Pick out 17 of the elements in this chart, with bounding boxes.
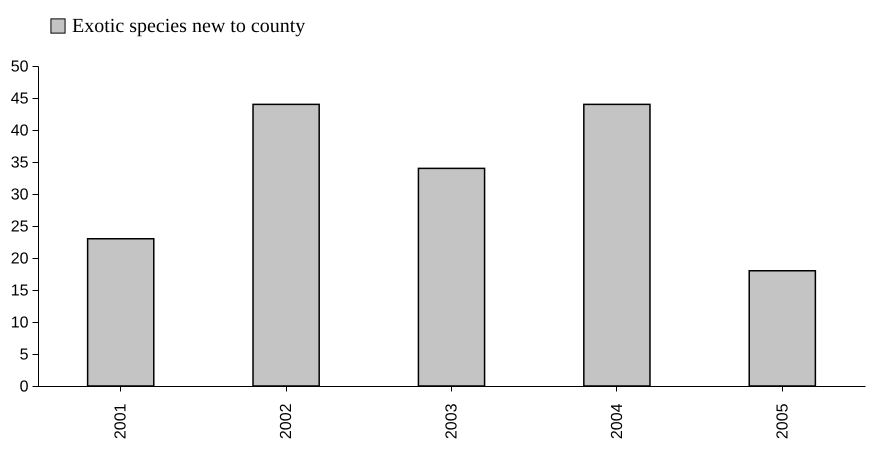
y-tick-label: 5 — [20, 346, 29, 364]
y-tick-label: 10 — [10, 314, 29, 332]
x-tick-label: 2003 — [444, 403, 460, 440]
x-tick-label: 2001 — [112, 403, 130, 440]
y-tick-label: 25 — [10, 218, 29, 236]
y-tick-label: 30 — [10, 186, 29, 204]
legend-label: Exotic species new to county — [72, 15, 306, 37]
x-tick-label: 2004 — [608, 403, 626, 440]
y-tick-label: 40 — [10, 122, 29, 140]
y-tick-label: 35 — [10, 154, 29, 172]
y-tick-label: 50 — [10, 58, 29, 76]
y-tick-label: 0 — [20, 378, 29, 396]
x-tick-label: 2002 — [278, 403, 296, 440]
y-tick-label: 15 — [10, 282, 29, 300]
y-tick-label: 20 — [10, 250, 29, 268]
x-tick-label: 2005 — [774, 403, 792, 440]
y-tick-label: 45 — [10, 90, 29, 108]
